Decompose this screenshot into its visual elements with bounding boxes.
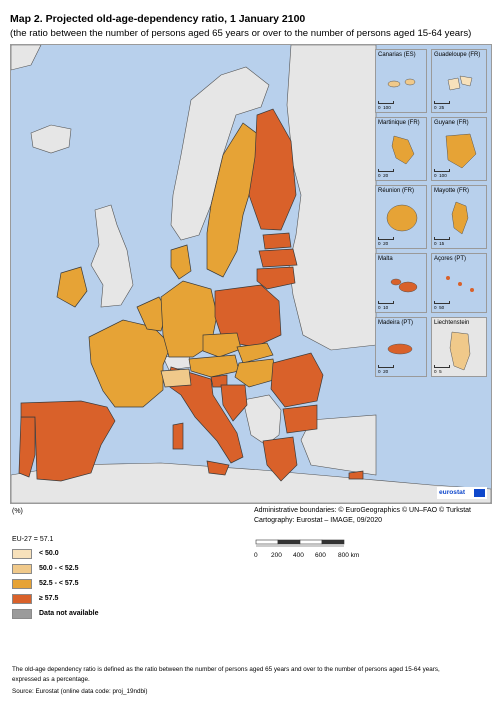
- legend-label: 50.0 - < 52.5: [39, 565, 79, 572]
- liechtenstein-shape: [449, 331, 471, 371]
- inset-label: Guyane (FR): [434, 120, 469, 126]
- greece: [262, 436, 298, 482]
- sicily: [206, 460, 230, 476]
- france: [88, 319, 172, 408]
- croatia: [220, 384, 248, 422]
- legend-label: < 50.0: [39, 550, 59, 557]
- inset-scale: 0 100: [378, 101, 394, 110]
- inset-label: Canarias (ES): [378, 52, 416, 58]
- north-africa: [11, 462, 491, 503]
- canarias-shape: [387, 78, 416, 88]
- austria: [188, 354, 240, 378]
- portugal: [18, 416, 36, 478]
- acores-shape: [446, 276, 474, 292]
- legend-swatch: [12, 549, 32, 559]
- latvia: [258, 248, 298, 268]
- romania: [270, 352, 324, 408]
- legend-label: Data not available: [39, 610, 99, 617]
- guadeloupe-shape: [447, 75, 473, 91]
- map-frame: Canarias (ES) 0 100 Guadeloupe (FR) 0 25…: [10, 44, 492, 504]
- inset-scale: 0 50: [434, 301, 450, 310]
- eurostat-logo: eurostat: [437, 487, 487, 499]
- inset-reunion: Réunion (FR) 0 20: [375, 185, 427, 249]
- inset-label: Açores (PT): [434, 256, 467, 262]
- denmark: [170, 244, 192, 280]
- inset-scale: 0 20: [378, 169, 394, 178]
- inset-label: Mayotte (FR): [434, 188, 470, 194]
- inset-madeira: Madeira (PT) 0 20: [375, 317, 427, 377]
- inset-label: Guadeloupe (FR): [434, 52, 481, 58]
- estonia: [262, 232, 292, 250]
- russia-belarus-ukraine: [286, 45, 377, 351]
- legend-swatch: [12, 579, 32, 589]
- legend-label: 52.5 - < 57.5: [39, 580, 79, 587]
- hungary: [234, 358, 278, 388]
- poland: [214, 284, 282, 348]
- legend-label: ≥ 57.5: [39, 595, 59, 602]
- inset-canarias: Canarias (ES) 0 100: [375, 49, 427, 113]
- italy: [166, 366, 244, 464]
- balkans-non-eu: [242, 394, 282, 446]
- switzerland: [160, 368, 192, 388]
- uk: [90, 204, 134, 308]
- inset-mayotte: Mayotte (FR) 0 15: [431, 185, 487, 249]
- lithuania: [256, 266, 296, 290]
- eu27-value: EU-27 = 57.1: [12, 536, 54, 543]
- inset-label: Madeira (PT): [378, 320, 414, 326]
- inset-guadeloupe: Guadeloupe (FR) 0 25: [431, 49, 487, 113]
- inset-scale: 0 20: [378, 237, 394, 246]
- greenland-corner: [11, 45, 42, 71]
- slovakia: [236, 342, 274, 364]
- mayotte-shape: [451, 201, 469, 235]
- admin-boundaries-note: Administrative boundaries: © EuroGeograp…: [254, 507, 472, 514]
- inset-scale: 0 25: [434, 101, 450, 110]
- footnote-definition-cont: expressed as a percentage.: [12, 676, 90, 683]
- legend-swatch: [12, 564, 32, 574]
- scale-tick: 400: [293, 552, 304, 559]
- scale-tick: 600: [315, 552, 326, 559]
- sardinia: [172, 422, 184, 450]
- ireland: [56, 266, 88, 308]
- map-title: Map 2. Projected old-age-dependency rati…: [10, 13, 306, 25]
- czechia: [202, 332, 242, 358]
- footnote-definition: The old-age dependency ratio is defined …: [12, 666, 440, 673]
- bulgaria: [282, 404, 318, 434]
- inset-label: Liechtenstein: [434, 320, 470, 326]
- inset-scale: 0 100: [434, 169, 450, 178]
- legend-swatch: [12, 594, 32, 604]
- europe-map: [11, 45, 491, 503]
- scale-tick: 800 km: [338, 552, 359, 559]
- guyane-shape: [445, 133, 477, 169]
- scale-bar: 0 200 400 600 800 km: [254, 539, 359, 559]
- scale-tick: 200: [271, 552, 282, 559]
- cyprus: [348, 470, 364, 480]
- unit-label: (%): [12, 508, 23, 515]
- cartography-note: Cartography: Eurostat – IMAGE, 09/2020: [254, 517, 383, 524]
- turkey: [300, 414, 377, 476]
- madeira-shape: [387, 343, 413, 355]
- footnote-source: Source: Eurostat (online data code: proj…: [12, 688, 148, 695]
- inset-malta: Malta 0 10: [375, 253, 427, 313]
- martinique-shape: [391, 135, 415, 165]
- inset-scale: 0 20: [378, 365, 394, 374]
- sweden: [206, 122, 260, 278]
- malta-shape: [390, 278, 418, 293]
- inset-label: Réunion (FR): [378, 188, 415, 194]
- map-subtitle: (the ratio between the number of persons…: [10, 28, 472, 39]
- spain: [20, 400, 116, 482]
- inset-martinique: Martinique (FR) 0 20: [375, 117, 427, 181]
- reunion-shape: [386, 204, 418, 232]
- legend-swatch: [12, 609, 32, 619]
- inset-guyane: Guyane (FR) 0 100: [431, 117, 487, 181]
- inset-acores: Açores (PT) 0 50: [431, 253, 487, 313]
- inset-liechtenstein: Liechtenstein 0 5: [431, 317, 487, 377]
- iceland: [30, 124, 72, 154]
- inset-scale: 0 15: [434, 237, 450, 246]
- inset-label: Martinique (FR): [378, 120, 420, 126]
- scale-tick: 0: [254, 552, 258, 559]
- inset-label: Malta: [378, 256, 393, 262]
- inset-scale: 0 5: [434, 365, 450, 374]
- finland: [248, 108, 297, 231]
- inset-scale: 0 10: [378, 301, 394, 310]
